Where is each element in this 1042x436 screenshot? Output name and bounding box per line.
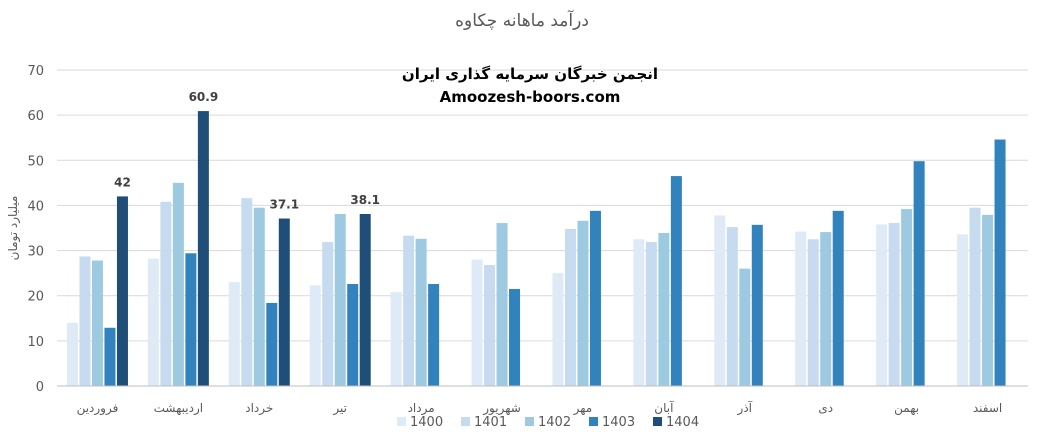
legend-swatch-1404 — [653, 417, 662, 426]
data-labels: 42 60.9 37.1 38.1 — [114, 90, 380, 211]
x-tick-label: اردیبهشت — [154, 401, 203, 416]
bar-1402 — [172, 182, 184, 386]
watermark-org-name: انجمن خبرگان سرمایه گذاری ایران — [402, 65, 658, 83]
y-tick-label: 50 — [27, 154, 44, 169]
y-tick-label: 60 — [27, 109, 44, 124]
bar-1402 — [577, 220, 589, 386]
legend-label-1400: 1400 — [410, 415, 443, 430]
legend-label-1404: 1404 — [666, 415, 699, 430]
legend: 1400 1401 1402 1403 1404 — [397, 415, 699, 430]
y-tick-label: 30 — [27, 245, 44, 260]
x-tick-label: آذر — [737, 400, 753, 416]
bar-1402 — [253, 207, 265, 386]
bar-1401 — [969, 207, 981, 386]
bar-1403 — [104, 327, 116, 386]
bar-1403 — [589, 210, 601, 386]
bar-1400 — [228, 282, 240, 386]
bar-1400 — [471, 259, 483, 386]
data-label: 42 — [114, 175, 131, 189]
bar-1400 — [390, 292, 402, 386]
chart-title: درآمد ماهانه چکاوه — [455, 9, 589, 31]
bar-1401 — [888, 223, 900, 386]
bar-1403 — [913, 161, 925, 386]
bar-1403 — [509, 288, 521, 386]
legend-label-1401: 1401 — [474, 415, 507, 430]
bar-1401 — [79, 256, 91, 386]
legend-label-1402: 1402 — [538, 415, 571, 430]
bar-1404 — [197, 111, 209, 386]
bar-1400 — [309, 285, 321, 386]
x-tick-label: دی — [818, 401, 833, 415]
data-label: 37.1 — [269, 198, 299, 212]
bar-1401 — [484, 265, 496, 386]
legend-swatch-1400 — [397, 417, 406, 426]
bar-1404 — [116, 196, 128, 386]
bar-1400 — [633, 239, 645, 386]
bar-1400 — [147, 258, 159, 386]
bar-1401 — [322, 241, 334, 386]
bar-1402 — [91, 260, 103, 386]
bar-1402 — [658, 232, 670, 386]
bar-1401 — [403, 235, 415, 386]
bar-1403 — [428, 283, 440, 386]
bar-1401 — [241, 198, 253, 386]
bar-1401 — [160, 201, 172, 386]
bar-1402 — [901, 209, 913, 386]
bar-1403 — [670, 176, 682, 386]
bar-1403 — [347, 283, 359, 386]
bar-1403 — [832, 210, 844, 386]
bar-1402 — [415, 238, 427, 386]
x-tick-label: اسفند — [973, 401, 1002, 415]
legend-swatch-1403 — [589, 417, 598, 426]
y-tick-label: 0 — [36, 380, 44, 395]
y-tick-label: 20 — [27, 290, 44, 305]
bar-1401 — [564, 228, 576, 386]
x-tick-label: بهمن — [894, 401, 919, 416]
data-label: 60.9 — [189, 90, 219, 104]
x-tick-label: تیر — [332, 401, 347, 416]
bar-1402 — [739, 268, 751, 386]
x-tick-label: خرداد — [245, 401, 273, 416]
legend-swatch-1402 — [525, 417, 534, 426]
bar-1403 — [994, 139, 1006, 386]
bar-1404 — [359, 214, 371, 386]
y-tick-label: 70 — [27, 64, 44, 79]
y-tick-label: 10 — [27, 335, 44, 350]
x-tick-label: آبان — [654, 400, 674, 415]
bar-1400 — [795, 231, 807, 386]
bar-1404 — [278, 218, 290, 386]
bar-1400 — [66, 322, 78, 386]
bar-1403 — [751, 224, 763, 386]
bar-1402 — [496, 223, 508, 386]
x-tick-label: فروردین — [77, 401, 119, 416]
legend-label-1403: 1403 — [602, 415, 635, 430]
bar-1402 — [982, 214, 994, 386]
y-tick-label: 40 — [27, 199, 44, 214]
y-axis-ticks: 0 10 20 30 40 50 60 70 — [27, 64, 44, 395]
bar-1403 — [185, 253, 197, 386]
bar-1401 — [726, 227, 738, 386]
watermark-website: Amoozesh-boors.com — [440, 88, 621, 106]
gridlines — [57, 69, 1028, 342]
bar-1400 — [957, 234, 969, 386]
bars — [66, 111, 1006, 386]
legend-swatch-1401 — [461, 417, 470, 426]
bar-1402 — [334, 214, 346, 386]
bar-1400 — [552, 273, 564, 386]
bar-1401 — [645, 241, 657, 386]
bar-1401 — [807, 239, 819, 386]
bar-1403 — [266, 302, 278, 386]
x-axis-ticks: فروردین اردیبهشت خرداد تیر مرداد شهریور مهر آبا… — [77, 400, 1003, 416]
x-tick-label: شهریور — [482, 401, 521, 416]
bar-1402 — [820, 232, 832, 386]
x-tick-label: مرداد — [408, 401, 435, 416]
bar-1400 — [714, 215, 726, 386]
bar-1400 — [876, 224, 888, 386]
x-tick-label: مهر — [573, 401, 593, 416]
y-axis-label: میلیارد تومان — [6, 196, 21, 261]
data-label: 38.1 — [350, 193, 380, 207]
